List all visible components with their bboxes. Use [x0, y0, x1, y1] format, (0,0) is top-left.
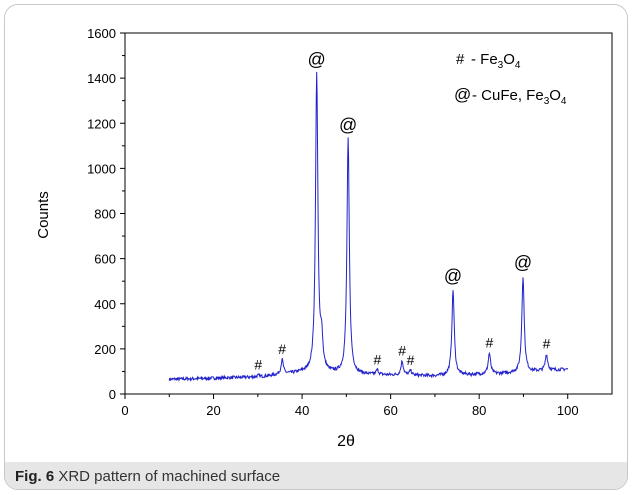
figure-frame: [4, 4, 628, 490]
y-tick-label: 600: [94, 252, 116, 267]
legend-symbol-at: @: [454, 85, 471, 104]
peak-label-hash: #: [398, 342, 406, 358]
x-tick-label: 40: [295, 403, 309, 418]
y-tick-label: 1200: [87, 116, 116, 131]
x-tick-label: 100: [557, 403, 579, 418]
peak-label-at: @: [444, 266, 462, 286]
x-axis-ticks: 0 20 40 60 80 100: [121, 394, 579, 418]
peak-label-hash: #: [485, 334, 493, 350]
y-tick-label: 800: [94, 207, 116, 222]
y-tick-label: 1600: [87, 26, 116, 41]
peak-label-hash: #: [278, 341, 286, 357]
y-tick-label: 200: [94, 342, 116, 357]
y-tick-label: 400: [94, 297, 116, 312]
legend-label-cufe-fe3o4: - CuFe, Fe3O4: [472, 87, 567, 107]
peak-label-at: @: [308, 50, 326, 70]
y-axis-label: Counts: [35, 191, 52, 239]
legend-label-fe3o4: - Fe3O4: [471, 51, 521, 71]
x-tick-label: 80: [472, 403, 486, 418]
y-tick-label: 1400: [87, 71, 116, 86]
peak-label-hash: #: [373, 351, 381, 367]
y-tick-label: 1000: [87, 161, 116, 176]
legend-entry-fe3o4: # - Fe3O4: [456, 51, 521, 71]
x-tick-label: 0: [121, 403, 128, 418]
peak-label-hash: #: [407, 352, 415, 368]
y-tick-label: 0: [109, 387, 116, 402]
peak-label-hash: #: [254, 356, 262, 372]
caption-bar: Fig. 6 XRD pattern of machined surface: [5, 462, 627, 489]
figure-caption: Fig. 6 XRD pattern of machined surface: [15, 468, 280, 485]
peak-label-hash: #: [543, 336, 551, 352]
x-tick-label: 20: [206, 403, 220, 418]
xrd-pattern-line: [168, 71, 569, 383]
legend-symbol-hash: #: [456, 51, 465, 68]
legend-entry-cufe-fe3o4: @ - CuFe, Fe3O4: [454, 85, 567, 107]
legend: # - Fe3O4 @ - CuFe, Fe3O4: [454, 51, 567, 107]
xrd-chart: 0 200 400 600 800 1000 1200 1400 1600 0 20 40 60 80 1…: [35, 26, 613, 450]
peak-label-at: @: [514, 253, 532, 273]
x-tick-label: 60: [383, 403, 397, 418]
peak-label-at: @: [339, 115, 357, 135]
y-axis-ticks: 0 200 400 600 800 1000 1200 1400 1600: [87, 26, 125, 402]
peak-annotations: ##@@###@#@#: [254, 50, 550, 373]
figure-label: Fig. 6: [15, 468, 55, 485]
figure-caption-text: XRD pattern of machined surface: [58, 468, 281, 485]
x-axis-label: 2θ: [337, 433, 355, 450]
